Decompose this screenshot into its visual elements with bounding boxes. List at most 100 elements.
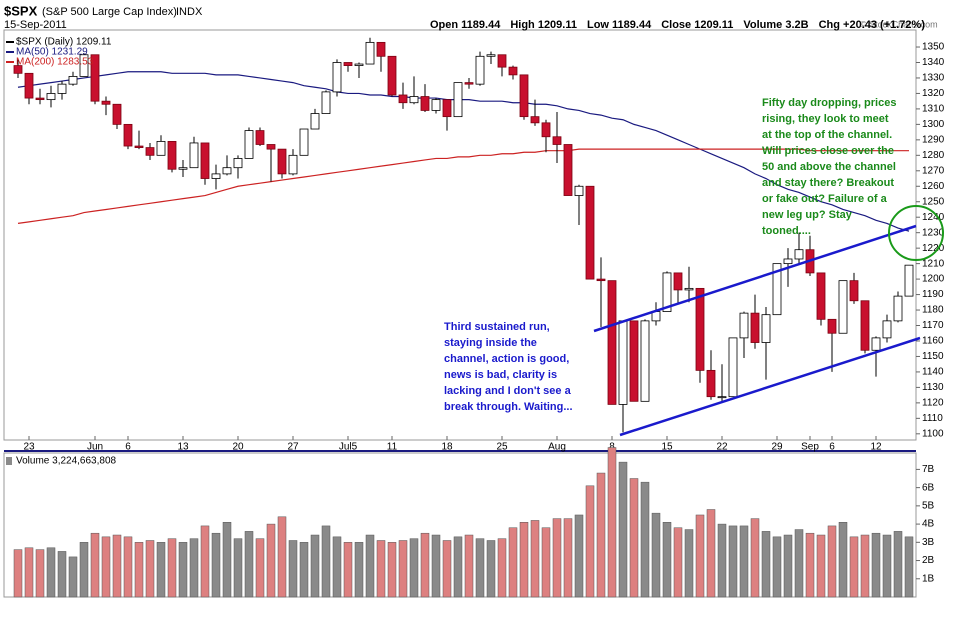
y-tick-label: 1260 [922,181,945,192]
y-tick-label: 1150 [922,351,944,362]
candle-body [200,142,210,179]
y-tick-label: 6B [922,482,935,493]
annotation-line: Will prices close over the [762,145,894,157]
y-tick-label: 7B [922,464,935,475]
candle-body [475,55,485,85]
volume-bar [365,534,375,598]
channel-bottom [619,336,921,437]
candle-body [233,158,243,169]
y-tick-label: 1180 [922,305,944,316]
annotation-line: news is bad, clarity is [444,369,557,381]
y-tick-label: 1220 [922,243,945,254]
candle-body [420,96,430,111]
volume-bar [805,532,815,598]
y-tick-label: 1140 [922,367,944,378]
candle-body [409,96,419,104]
y-tick-label: 1100 [922,428,944,439]
candle-body [640,320,650,402]
candle-body [332,62,342,93]
candle-body [739,312,749,339]
volume-bar [266,523,276,598]
volume-bar [783,534,793,598]
volume-bar [145,540,155,598]
volume-bar [233,538,243,598]
volume-bar [90,532,100,598]
candle-body [673,272,683,291]
y-tick-label: 1300 [922,119,945,130]
annotation-line: break through. Waiting... [444,401,573,413]
y-tick-label: 1290 [922,134,945,145]
volume-bar [112,534,122,598]
candle-body [453,82,463,118]
candle-body [222,167,232,175]
y-tick-label: 1B [922,573,935,584]
header-field: Volume 3.2B [743,19,808,31]
candle-body [123,123,133,147]
annotation-line: lacking and I don't see a [444,385,572,397]
candle-body [607,280,617,405]
candle-body [167,140,177,170]
candle-body [354,63,364,66]
x-tick-label: 13 [177,442,189,453]
header-field: Close 1209.11 [661,19,733,31]
volume-bar [13,549,23,598]
channel-top [593,224,917,333]
volume-bar [46,547,56,598]
candle-body [706,369,716,398]
candle-body [310,113,320,130]
y-tick-label: 3B [922,537,935,548]
volume-bar [871,532,881,598]
x-tick-label: 22 [716,442,728,453]
candle-body [376,41,386,57]
candle-body [266,144,276,150]
volume-bar [607,447,617,598]
volume-bar [255,538,265,598]
candle-body [541,122,551,138]
x-tick-label: 8 [609,442,615,453]
volume-bar [574,514,584,598]
candle-body [827,318,837,334]
volume-bar [277,516,287,598]
candle-body [112,103,122,125]
volume-bar [167,538,177,598]
volume-bar [585,485,595,598]
volume-bar [508,527,518,598]
candle-body [860,300,870,351]
y-tick-label: 5B [922,501,935,512]
annotation-line: Fifty day dropping, prices [762,97,896,109]
header-field: High 1209.11 [510,19,577,31]
y-tick-label: 4B [922,519,935,530]
candle-body [24,72,34,99]
annotation-line: staying inside the [444,337,537,349]
header-field: Low 1189.44 [587,19,652,31]
candle-body [838,280,848,334]
volume-bar [376,540,386,598]
candle-body [761,314,771,343]
candle-body [13,65,23,74]
candle-body [574,185,584,196]
volume-bar [849,536,859,598]
volume-bar [904,536,914,598]
candle-body [629,320,639,402]
x-tick-label: 23 [23,442,35,453]
volume-bar [453,536,463,598]
candle-body [871,337,881,351]
volume-bar [761,531,771,598]
x-tick-label: Aug [548,442,566,453]
index-name: (S&P 500 Large Cap Index) [42,6,177,18]
volume-bar [24,547,34,598]
candle-body [816,272,826,320]
candle-body [497,54,507,68]
x-tick-label: 12 [870,442,882,453]
ma-line [17,148,909,224]
volume-bar [695,514,705,598]
candle-body [585,185,595,280]
x-tick-label: 11 [387,442,398,453]
candle-body [849,280,859,302]
y-tick-label: 1350 [922,42,945,53]
volume-bar [387,542,397,598]
volume-bar [882,534,892,598]
volume-bar [398,540,408,598]
chart-date: 15-Sep-2011 [4,19,67,31]
candle-body [772,263,782,316]
